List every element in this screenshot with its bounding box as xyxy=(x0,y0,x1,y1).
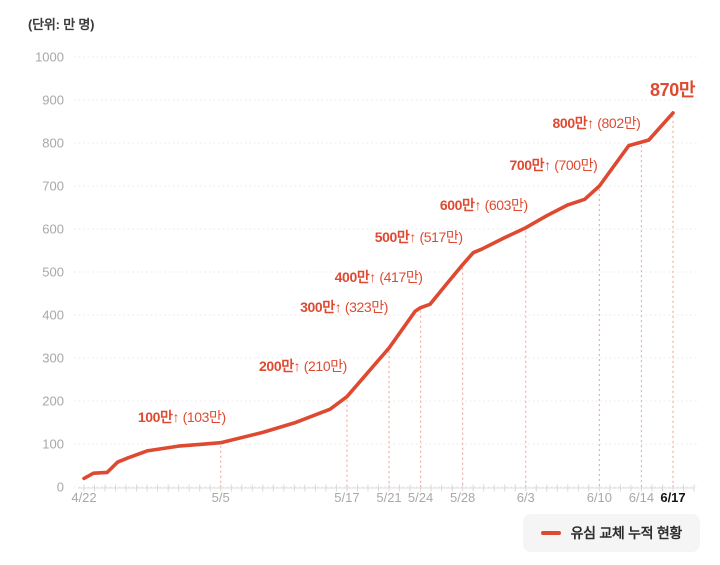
cumulative-line xyxy=(82,111,675,481)
milestone-value-bold: 700만↑ xyxy=(509,157,551,173)
legend: 유심 교체 누적 현황 xyxy=(522,514,700,552)
x-axis-label: 5/5 xyxy=(211,490,230,505)
y-axis-label: 0 xyxy=(56,479,64,495)
milestone-annotation: 800만↑ (802만) xyxy=(552,115,641,132)
y-axis-label: 300 xyxy=(42,350,64,366)
y-axis-label: 800 xyxy=(42,135,64,151)
legend-line-swatch xyxy=(540,531,561,535)
milestone-value-bold: 400만↑ xyxy=(334,268,377,285)
milestone-value-bold: 300만↑ xyxy=(300,299,342,316)
y-axis-label: 600 xyxy=(42,221,64,237)
x-axis-label: 5/28 xyxy=(449,490,476,505)
x-axis-label: 5/17 xyxy=(334,490,360,505)
x-axis-label: 4/22 xyxy=(71,490,97,505)
milestone-annotation: 300만↑ (323만) xyxy=(300,299,389,316)
legend-label: 유심 교체 누적 현황 xyxy=(570,525,683,541)
y-axis-label: 200 xyxy=(42,393,64,409)
y-axis-label: 100 xyxy=(42,436,64,452)
milestone-annotation: 200만↑ (210만) xyxy=(259,357,347,374)
y-axis-label: 1000 xyxy=(35,49,64,65)
milestone-annotation: 400만↑ (417만) xyxy=(334,268,423,285)
final-value-label: 870만 xyxy=(650,76,695,102)
x-axis-label: 5/24 xyxy=(407,490,434,505)
unit-label: (단위: 만 명) xyxy=(28,17,95,32)
milestone-value-bold: 600만↑ xyxy=(439,196,482,213)
x-axis-label: 6/17 xyxy=(660,490,686,505)
y-axis-label: 400 xyxy=(42,307,64,323)
x-axis-label: 6/10 xyxy=(586,490,613,505)
milestone-value-bold: 100만↑ xyxy=(137,408,180,425)
milestone-annotation: 700만↑ (700만) xyxy=(509,157,598,173)
milestone-annotation: 600만↑ (603만) xyxy=(439,196,528,213)
milestone-value-bold: 870만 xyxy=(650,79,695,100)
y-axis-label: 500 xyxy=(42,264,64,280)
y-axis-label: 700 xyxy=(42,178,64,194)
milestone-value-bold: 500만↑ xyxy=(374,228,417,245)
milestone-annotation: 100만↑ (103만) xyxy=(137,408,226,425)
milestone-value-bold: 200만↑ xyxy=(259,357,301,374)
x-axis-label: 5/21 xyxy=(376,490,402,505)
x-axis-label: 6/14 xyxy=(628,490,655,505)
x-axis-label: 6/3 xyxy=(516,490,535,505)
y-axis-label: 900 xyxy=(42,92,64,108)
milestone-annotation: 500만↑ (517만) xyxy=(374,228,463,245)
milestone-value-bold: 800만↑ xyxy=(552,115,595,132)
